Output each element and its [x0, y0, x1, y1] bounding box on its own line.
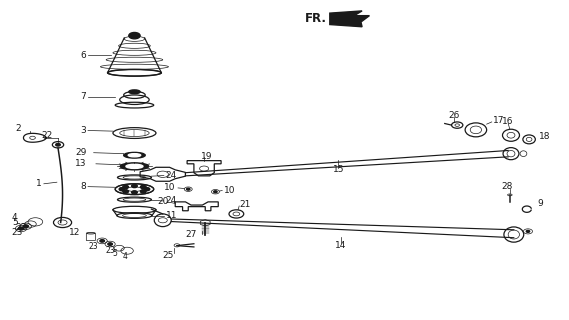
Text: 12: 12	[69, 228, 81, 236]
Text: 23: 23	[15, 223, 27, 232]
Circle shape	[19, 227, 24, 230]
Text: 23: 23	[105, 246, 115, 255]
Text: 18: 18	[539, 132, 551, 141]
Circle shape	[119, 188, 125, 191]
Circle shape	[23, 225, 28, 228]
Text: 3: 3	[81, 126, 86, 135]
Text: 4: 4	[122, 252, 127, 261]
Text: 27: 27	[185, 230, 197, 239]
Text: 29: 29	[75, 148, 86, 157]
Text: 21: 21	[239, 200, 250, 209]
Text: 10: 10	[224, 186, 236, 195]
Ellipse shape	[123, 152, 145, 158]
Ellipse shape	[129, 90, 140, 94]
Text: 23: 23	[88, 243, 98, 252]
Text: 17: 17	[493, 116, 504, 125]
Text: 13: 13	[75, 159, 86, 168]
Text: 15: 15	[332, 165, 344, 174]
Ellipse shape	[128, 154, 141, 157]
Text: 1: 1	[36, 179, 42, 188]
Circle shape	[123, 185, 129, 188]
Text: 26: 26	[449, 111, 460, 120]
Text: 6: 6	[81, 51, 86, 60]
Text: 22: 22	[41, 132, 52, 140]
Text: 2: 2	[15, 124, 21, 133]
Circle shape	[187, 188, 190, 190]
Circle shape	[56, 143, 60, 146]
Circle shape	[131, 184, 137, 188]
Text: 24: 24	[166, 196, 177, 205]
Text: 20: 20	[157, 197, 168, 206]
Text: 5: 5	[112, 249, 117, 258]
Circle shape	[526, 230, 530, 232]
Circle shape	[141, 190, 146, 193]
Text: 8: 8	[81, 182, 86, 191]
Circle shape	[100, 240, 105, 242]
Circle shape	[123, 190, 129, 193]
Circle shape	[58, 220, 67, 225]
Ellipse shape	[120, 163, 149, 170]
Ellipse shape	[126, 164, 143, 168]
Text: 14: 14	[336, 241, 347, 250]
Text: 25: 25	[163, 251, 174, 260]
Text: 19: 19	[201, 152, 213, 161]
Text: 7: 7	[81, 92, 86, 101]
Circle shape	[131, 191, 137, 194]
Text: FR.: FR.	[305, 12, 327, 25]
Text: 4: 4	[11, 213, 17, 222]
Text: 23: 23	[11, 228, 23, 237]
Text: 24: 24	[166, 171, 177, 180]
Polygon shape	[330, 11, 369, 27]
Circle shape	[108, 243, 112, 245]
Text: 28: 28	[501, 182, 513, 191]
Text: 16: 16	[502, 117, 514, 126]
Text: 10: 10	[164, 183, 176, 192]
Circle shape	[129, 32, 140, 39]
Text: 5: 5	[13, 218, 18, 227]
Circle shape	[214, 191, 217, 193]
Circle shape	[141, 185, 146, 188]
Circle shape	[144, 188, 150, 191]
Text: 11: 11	[166, 211, 177, 220]
Text: 9: 9	[537, 199, 543, 208]
